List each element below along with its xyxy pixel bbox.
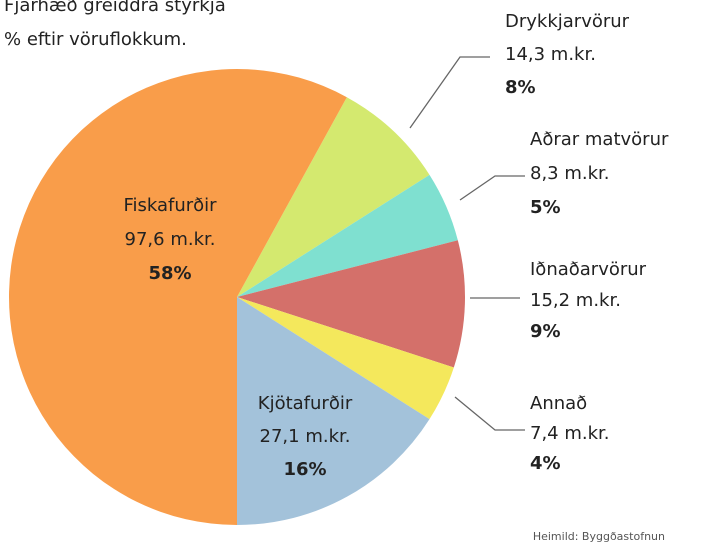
amount-label: 27,1 m.kr.: [260, 426, 351, 447]
value-label: 5%: [530, 197, 561, 218]
value-label: 58%: [148, 263, 191, 284]
leader-line: [459, 175, 525, 201]
amount-label: 14,3 m.kr.: [505, 44, 596, 65]
slice-label: Aðrar matvörur: [530, 129, 669, 150]
leader-line: [409, 56, 490, 129]
slice: [237, 97, 430, 297]
amount-label: 8,3 m.kr.: [530, 163, 610, 184]
slice-label: Kjötafurðir: [258, 393, 353, 414]
value-label: 8%: [505, 77, 536, 98]
value-label: 16%: [283, 459, 326, 480]
slice: [9, 69, 347, 525]
slice: [237, 174, 458, 297]
source: Heimild: Byggðastofnun: [533, 530, 665, 543]
amount-label: 15,2 m.kr.: [530, 290, 621, 311]
pie: [9, 69, 465, 525]
leader-line: [454, 396, 525, 431]
amount-label: 97,6 m.kr.: [125, 229, 216, 250]
slice: [237, 240, 465, 368]
slice-label: Annað: [530, 393, 587, 414]
slice-label: Drykkjarvörur: [505, 11, 630, 32]
slice-label: Fiskafurðir: [123, 195, 217, 216]
value-label: 9%: [530, 321, 561, 342]
chart-subtitle: % eftir vöruflokkum.: [4, 29, 187, 50]
slice: [237, 297, 454, 420]
slice-label: Iðnaðarvörur: [530, 259, 647, 280]
slice: [237, 297, 430, 525]
amount-label: 7,4 m.kr.: [530, 423, 610, 444]
value-label: 4%: [530, 453, 561, 474]
chart-title: Fjárhæð greiddra styrkja: [4, 0, 226, 16]
